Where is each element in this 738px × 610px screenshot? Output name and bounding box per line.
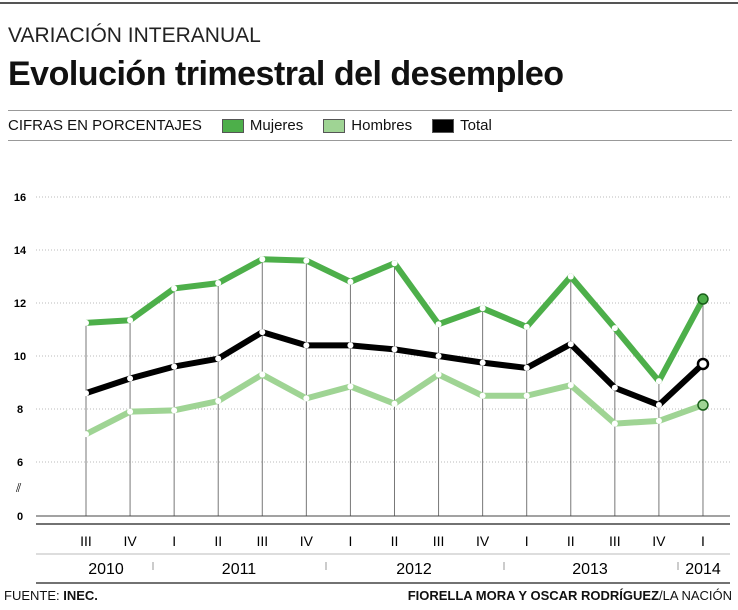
x-tick-label: I <box>348 533 352 549</box>
data-point <box>391 260 398 267</box>
x-tick-label: III <box>256 533 268 549</box>
data-point <box>391 346 398 353</box>
x-tick-label: III <box>609 533 621 549</box>
data-point <box>391 400 398 407</box>
axis-break-icon: ⫽ <box>15 481 22 495</box>
x-tick-label: I <box>701 533 705 549</box>
y-tick-label: 6 <box>17 457 23 469</box>
footer-source: FUENTE: INEC. <box>4 588 98 603</box>
subtitle: CIFRAS EN PORCENTAJES <box>8 117 202 134</box>
data-point <box>611 325 618 332</box>
data-point <box>655 417 662 424</box>
divider <box>8 140 732 141</box>
chart-title: Evolución trimestral del desempleo <box>8 55 564 93</box>
data-point <box>655 378 662 385</box>
kicker: VARIACIÓN INTERANUAL <box>8 24 261 47</box>
data-point <box>83 431 89 438</box>
data-point <box>127 408 134 415</box>
data-point <box>523 364 530 371</box>
data-point <box>171 363 178 370</box>
year-label: 2011 <box>222 561 257 578</box>
x-tick-label: III <box>433 533 445 549</box>
x-tick-label: III <box>80 533 92 549</box>
legend-swatch-mujeres <box>221 118 244 133</box>
data-point <box>303 395 310 402</box>
x-tick-label: IV <box>476 533 490 549</box>
data-point <box>611 384 618 391</box>
y-tick-label: 10 <box>14 351 26 363</box>
data-point <box>215 398 222 405</box>
x-tick-label: IV <box>652 533 666 549</box>
top-rule <box>0 2 738 4</box>
data-point <box>611 420 618 427</box>
data-point <box>567 273 574 280</box>
data-point <box>259 371 266 378</box>
x-tick-label: IV <box>300 533 314 549</box>
data-point <box>697 399 709 411</box>
data-point <box>259 256 266 263</box>
source: INEC. <box>63 588 98 603</box>
legend-label-total: Total <box>460 117 492 134</box>
y-tick-label: 12 <box>14 298 26 310</box>
data-point <box>696 357 710 371</box>
legend-label-hombres: Hombres <box>351 117 413 134</box>
data-point <box>171 285 178 292</box>
y-tick-label: 8 <box>17 404 23 416</box>
data-point <box>567 341 574 348</box>
data-point <box>347 383 354 390</box>
data-point <box>127 317 134 324</box>
x-tick-label: I <box>525 533 529 549</box>
data-point <box>523 323 530 330</box>
data-point <box>523 392 530 399</box>
data-point <box>259 329 266 336</box>
year-label: 2014 <box>685 561 721 578</box>
legend-label-mujeres: Mujeres <box>249 117 304 134</box>
legend: CIFRAS EN PORCENTAJES Mujeres Hombres To… <box>8 117 492 134</box>
data-point <box>215 355 222 362</box>
divider <box>8 110 732 111</box>
data-point <box>435 321 442 328</box>
data-point <box>215 280 222 287</box>
data-point <box>655 402 662 409</box>
x-tick-label: I <box>172 533 176 549</box>
footer-credit: FIORELLA MORA Y OSCAR RODRÍGUEZ/LA NACIÓ… <box>408 588 732 603</box>
year-label: 2013 <box>572 561 608 578</box>
data-point <box>479 392 486 399</box>
data-point <box>171 407 178 414</box>
data-point <box>83 390 89 397</box>
data-point <box>303 257 310 264</box>
legend-swatch-hombres <box>323 118 346 133</box>
data-point <box>435 353 442 359</box>
x-tick-label: II <box>214 533 222 549</box>
y-tick-label: 16 <box>14 192 26 204</box>
data-point <box>347 342 354 349</box>
legend-swatch-total <box>432 118 455 133</box>
y-tick-label: 0 <box>17 511 23 523</box>
data-point <box>347 278 354 285</box>
data-point <box>479 359 486 366</box>
x-tick-label: II <box>391 533 399 549</box>
data-point <box>127 375 134 382</box>
year-label: 2010 <box>88 561 124 578</box>
x-tick-label: II <box>567 533 575 549</box>
y-tick-label: 14 <box>14 245 27 257</box>
data-point <box>479 305 486 312</box>
data-point <box>567 382 574 389</box>
year-label: 2012 <box>396 561 432 578</box>
credit-org: /LA NACIÓN <box>659 588 732 603</box>
data-point <box>303 342 310 349</box>
x-tick-label: IV <box>123 533 137 549</box>
data-point <box>435 371 442 378</box>
credit: FIORELLA MORA Y OSCAR RODRÍGUEZ <box>407 588 660 603</box>
source-label: FUENTE: <box>4 588 60 603</box>
data-point <box>83 319 89 326</box>
data-point <box>697 293 709 305</box>
